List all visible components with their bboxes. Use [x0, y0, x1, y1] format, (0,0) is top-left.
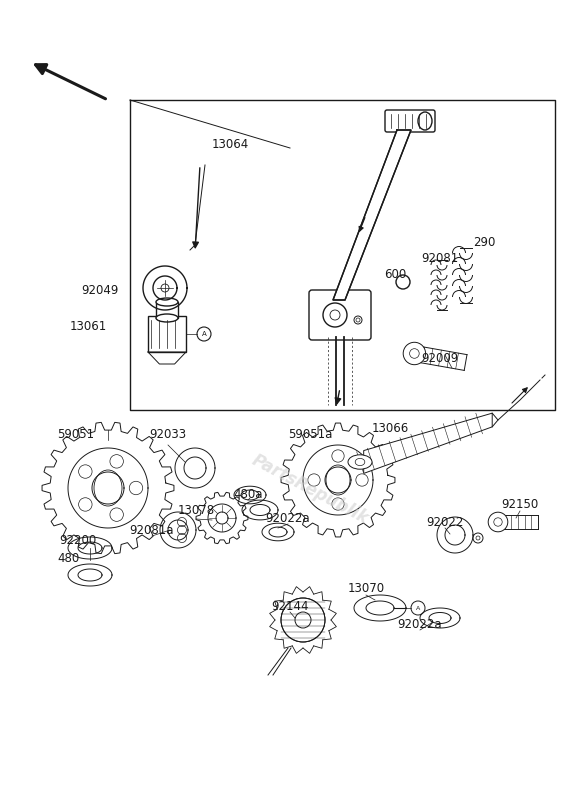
Circle shape: [354, 316, 362, 324]
Text: 92049: 92049: [81, 283, 118, 297]
Text: 92200: 92200: [60, 534, 97, 546]
Text: 92033: 92033: [150, 429, 187, 442]
Text: 290: 290: [473, 235, 495, 249]
Text: 13070: 13070: [347, 582, 384, 594]
Text: 480a: 480a: [234, 487, 263, 501]
Circle shape: [488, 512, 508, 532]
FancyBboxPatch shape: [309, 290, 371, 340]
Circle shape: [403, 342, 425, 365]
Circle shape: [295, 612, 311, 628]
Text: 92144: 92144: [271, 599, 309, 613]
Text: A: A: [202, 331, 206, 337]
Text: 92009: 92009: [421, 351, 458, 365]
Text: 600: 600: [384, 267, 406, 281]
Text: 59051a: 59051a: [288, 429, 332, 442]
Text: 59051: 59051: [57, 429, 95, 442]
Polygon shape: [333, 130, 411, 300]
Text: 13064: 13064: [212, 138, 249, 151]
Circle shape: [197, 327, 211, 341]
FancyBboxPatch shape: [385, 110, 435, 132]
Text: 92150: 92150: [501, 498, 539, 511]
Ellipse shape: [418, 112, 432, 130]
Text: 13061: 13061: [69, 319, 106, 333]
Text: 13078: 13078: [177, 503, 214, 517]
Circle shape: [396, 275, 410, 289]
Ellipse shape: [156, 298, 178, 306]
Ellipse shape: [156, 314, 178, 322]
Circle shape: [411, 601, 425, 615]
Text: 13066: 13066: [372, 422, 409, 434]
Text: 92081a: 92081a: [129, 523, 174, 537]
Ellipse shape: [348, 454, 372, 469]
Text: A: A: [416, 606, 420, 610]
Text: PartsRepublik: PartsRepublik: [249, 451, 372, 529]
Circle shape: [161, 284, 169, 292]
Circle shape: [473, 533, 483, 543]
FancyBboxPatch shape: [148, 316, 186, 352]
FancyBboxPatch shape: [156, 302, 178, 318]
Text: 92022: 92022: [427, 515, 464, 529]
Circle shape: [323, 303, 347, 327]
Circle shape: [281, 598, 325, 642]
Text: 92081: 92081: [421, 251, 458, 265]
Polygon shape: [364, 413, 492, 474]
Text: 92022a: 92022a: [266, 511, 310, 525]
Text: 480: 480: [57, 551, 79, 565]
Text: 92022a: 92022a: [398, 618, 442, 631]
